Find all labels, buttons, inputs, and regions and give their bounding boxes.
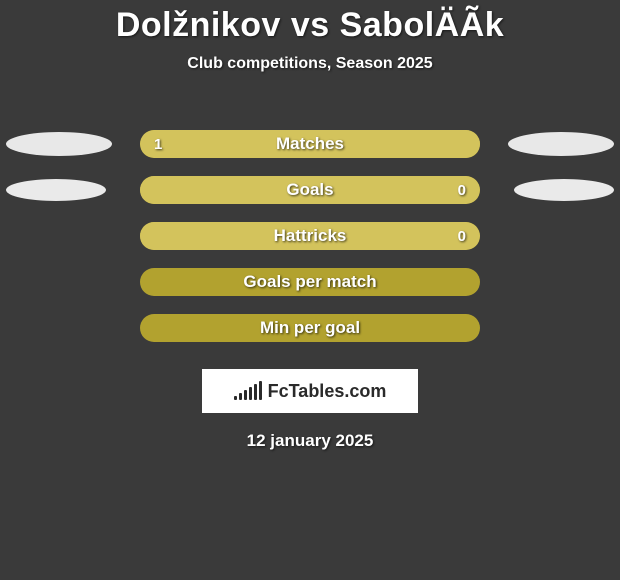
stat-rows: Matches1 Goals0 Hattricks0 Goals per match M… [0, 121, 620, 351]
stat-bar: Goals0 [140, 176, 480, 204]
avatar-placeholder-right [514, 179, 614, 201]
avatar-placeholder-left [6, 179, 106, 201]
page-title: Dolžnikov vs SabolÄÃk [0, 6, 620, 45]
avatar-placeholder-right [508, 132, 614, 156]
stat-bar-fill-right [140, 222, 480, 250]
logo-box: FcTables.com [202, 369, 418, 413]
stat-row: Hattricks0 [0, 213, 620, 259]
avatar-placeholder-left [6, 132, 112, 156]
stat-row: Goals0 [0, 167, 620, 213]
stat-bar: Min per goal [140, 314, 480, 342]
stat-row: Goals per match [0, 259, 620, 305]
stat-bar: Hattricks0 [140, 222, 480, 250]
subtitle: Club competitions, Season 2025 [0, 55, 620, 73]
stat-bar-fill-left [140, 130, 480, 158]
date-text: 12 january 2025 [0, 431, 620, 451]
logo-text: FcTables.com [268, 381, 387, 402]
stat-row: Matches1 [0, 121, 620, 167]
logo-bars-icon [234, 382, 262, 400]
comparison-card: Dolžnikov vs SabolÄÃk Club competitions,… [0, 0, 620, 451]
stat-label: Min per goal [140, 314, 480, 342]
stat-bar: Matches1 [140, 130, 480, 158]
stat-bar-fill-right [140, 176, 480, 204]
stat-bar: Goals per match [140, 268, 480, 296]
stat-label: Goals per match [140, 268, 480, 296]
stat-row: Min per goal [0, 305, 620, 351]
